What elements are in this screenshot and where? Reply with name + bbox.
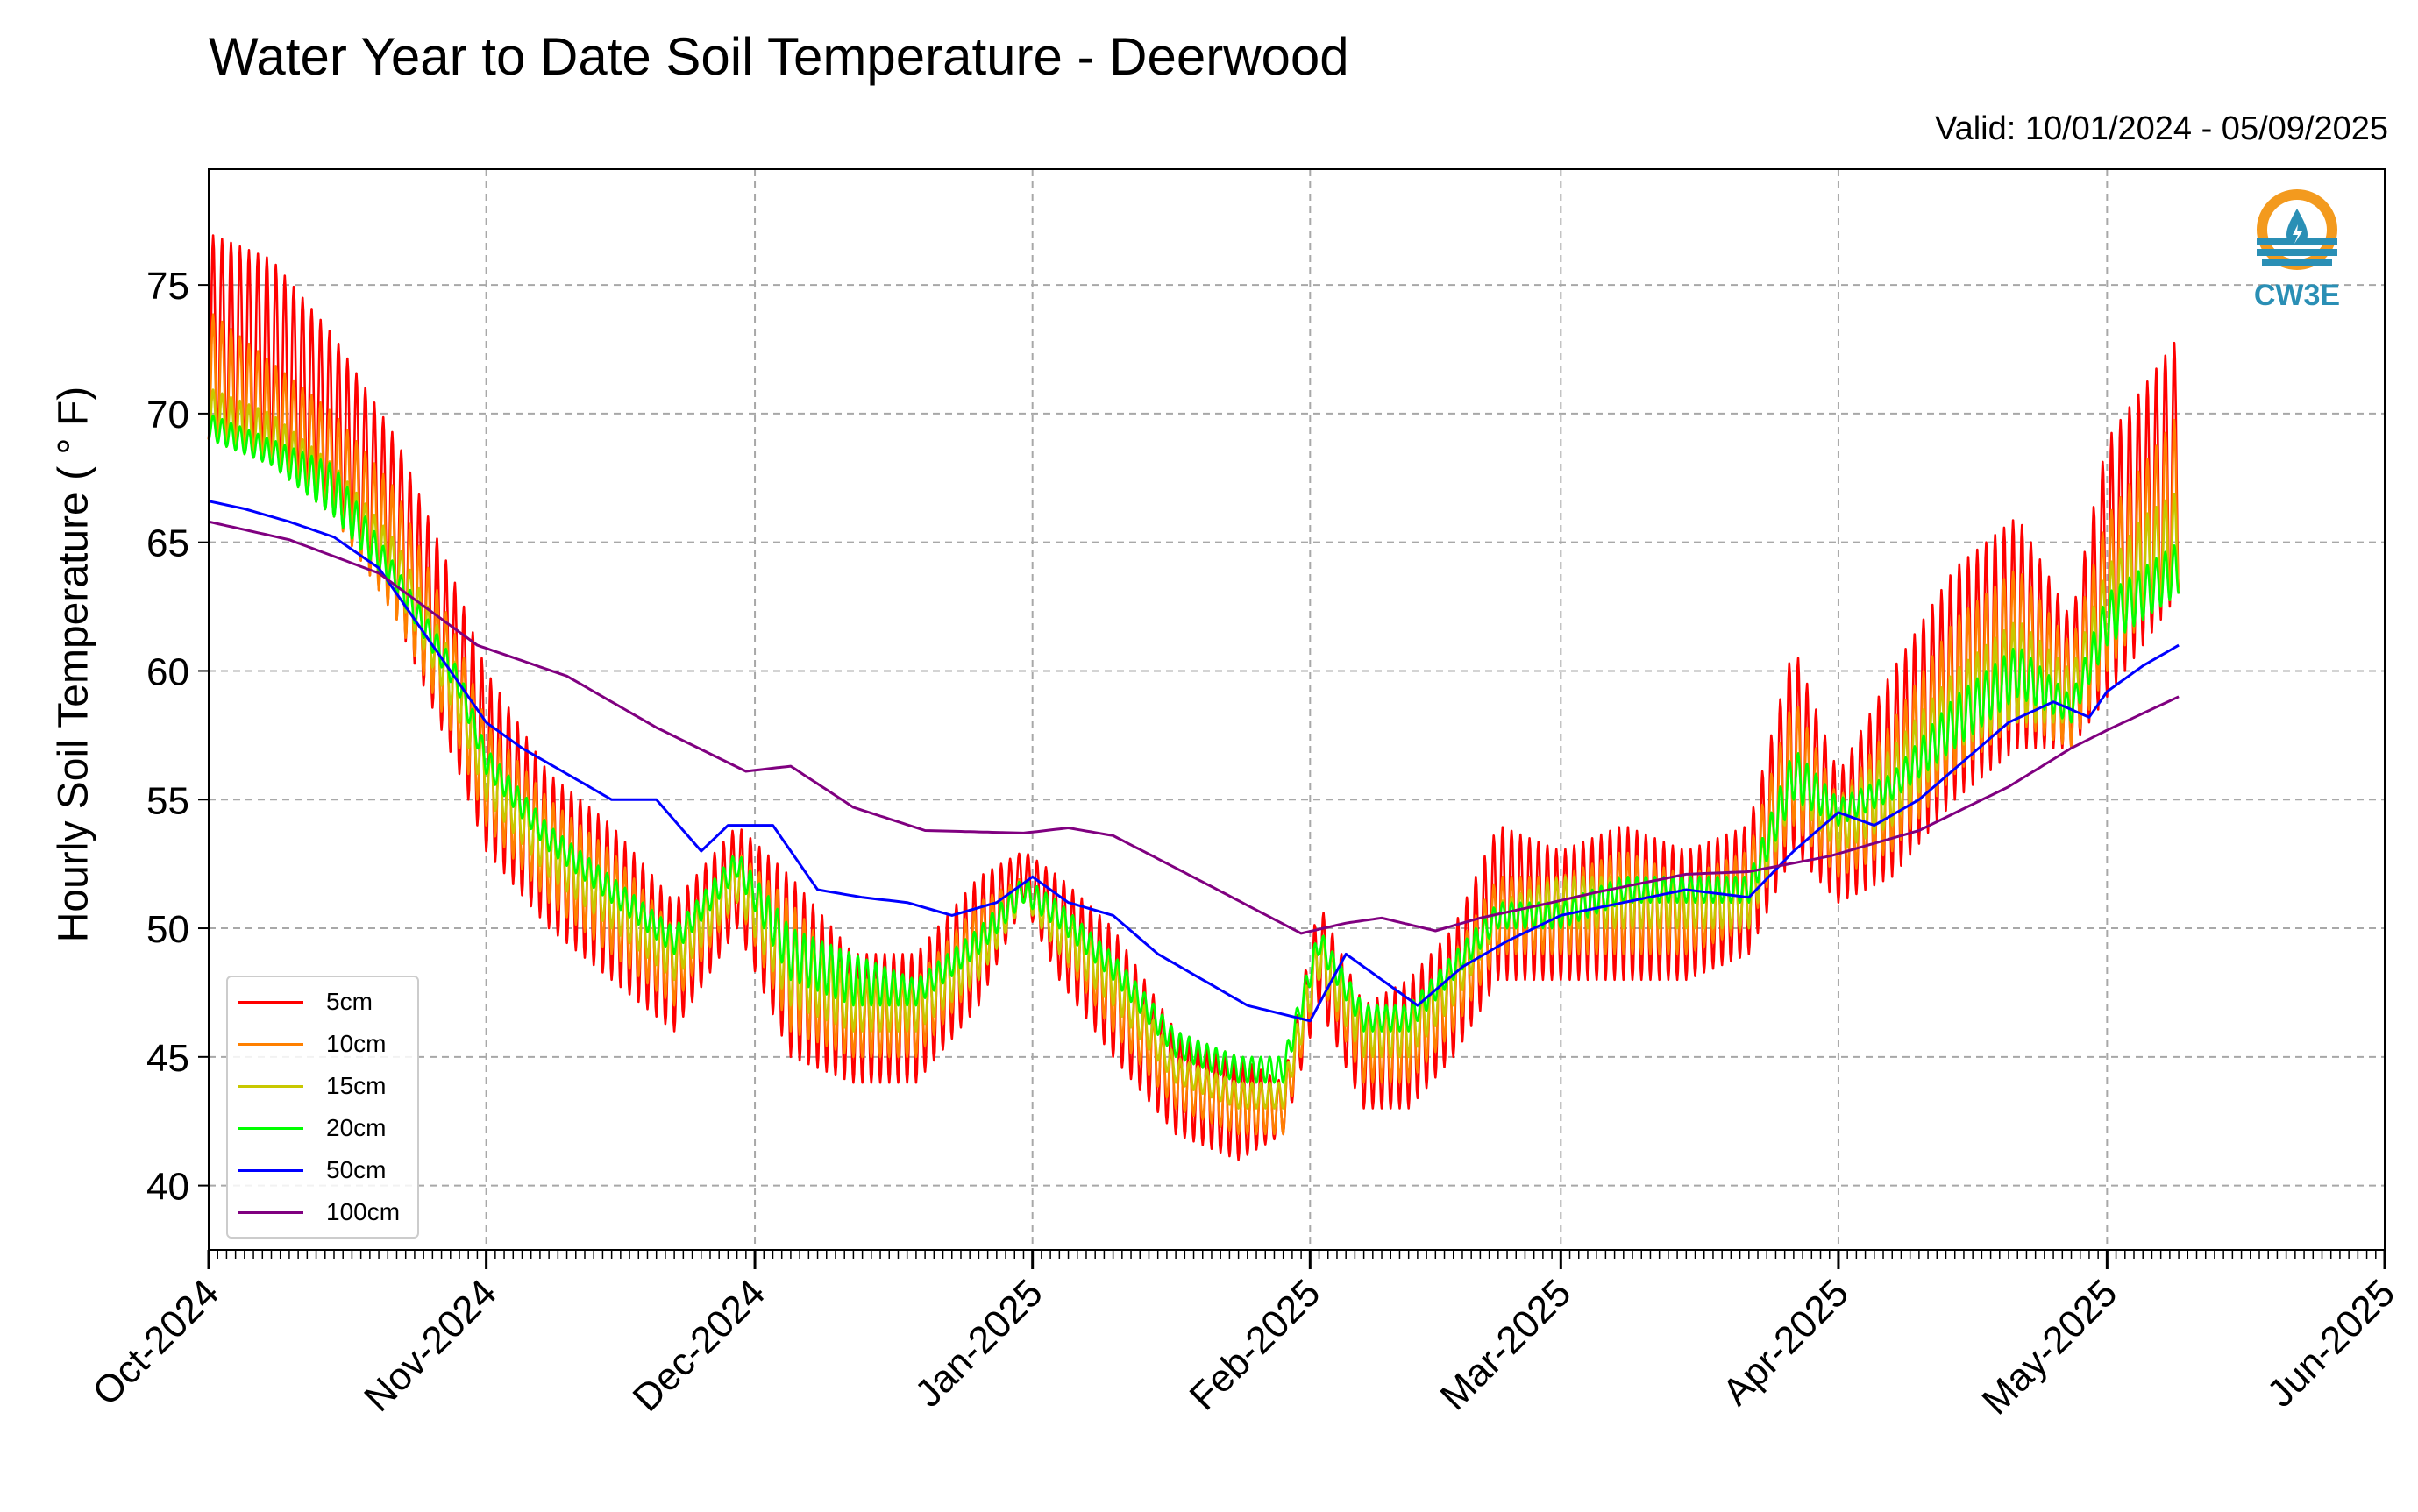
series-line-5cm xyxy=(207,234,2180,1161)
legend-label: 5cm xyxy=(326,988,373,1015)
legend-label: 50cm xyxy=(326,1156,387,1183)
plot-frame xyxy=(208,168,2386,1251)
y-tick-label: 45 xyxy=(146,1037,189,1080)
legend-label: 10cm xyxy=(326,1030,387,1057)
legend-label: 100cm xyxy=(326,1198,401,1225)
legend-swatch xyxy=(238,1168,303,1172)
legend-item-50cm: 50cm xyxy=(238,1149,417,1191)
x-tick-label: May-2025 xyxy=(1974,1271,2125,1423)
legend-item-10cm: 10cm xyxy=(238,1023,417,1065)
legend-item-15cm: 15cm xyxy=(238,1065,417,1107)
x-tick-label: Mar-2025 xyxy=(1433,1271,1580,1418)
y-tick-label: 55 xyxy=(146,779,189,822)
y-tick-label: 75 xyxy=(146,265,189,308)
y-tick-label: 65 xyxy=(146,522,189,565)
legend-swatch xyxy=(238,1000,303,1004)
grid-lines xyxy=(208,169,2386,1250)
y-tick-label: 70 xyxy=(146,394,189,437)
legend-label: 15cm xyxy=(326,1072,387,1099)
legend-swatch xyxy=(238,1210,303,1214)
cw3e-logo: CW3E xyxy=(2244,184,2350,316)
x-tick-label: Nov-2024 xyxy=(356,1271,505,1420)
series-layer xyxy=(207,234,2180,1161)
legend-item-5cm: 5cm xyxy=(238,981,417,1023)
legend-swatch xyxy=(238,1042,303,1046)
x-tick-label: Jun-2025 xyxy=(2259,1271,2403,1415)
cw3e-logo-icon xyxy=(2257,189,2337,270)
series-line-100cm xyxy=(208,520,2180,935)
legend-label: 20cm xyxy=(326,1114,387,1141)
logo-text: CW3E xyxy=(2253,279,2341,312)
valid-date-range: Valid: 10/01/2024 - 05/09/2025 xyxy=(1935,110,2388,147)
y-tick-label: 50 xyxy=(146,908,189,951)
legend-swatch xyxy=(238,1084,303,1088)
y-tick-label: 40 xyxy=(146,1166,189,1209)
x-tick-label: Oct-2024 xyxy=(84,1271,227,1414)
chart-title: Water Year to Date Soil Temperature - De… xyxy=(209,27,1349,86)
x-tick-label: Apr-2025 xyxy=(1714,1271,1857,1414)
legend-item-100cm: 100cm xyxy=(238,1191,417,1233)
x-tick-label: Jan-2025 xyxy=(907,1271,1050,1415)
x-tick-label: Feb-2025 xyxy=(1182,1271,1329,1418)
series-line-15cm xyxy=(207,388,2180,1110)
legend-swatch xyxy=(238,1126,303,1130)
legend: 5cm 10cm 15cm 20cm 50cm 100cm xyxy=(226,976,419,1239)
series-line-10cm xyxy=(207,313,2180,1136)
legend-item-20cm: 20cm xyxy=(238,1107,417,1149)
y-tick-label: 60 xyxy=(146,650,189,693)
axes-frame xyxy=(198,168,2386,1269)
series-line-50cm xyxy=(208,500,2180,1023)
series-line-20cm xyxy=(207,414,2180,1084)
x-tick-label: Dec-2024 xyxy=(625,1271,774,1420)
